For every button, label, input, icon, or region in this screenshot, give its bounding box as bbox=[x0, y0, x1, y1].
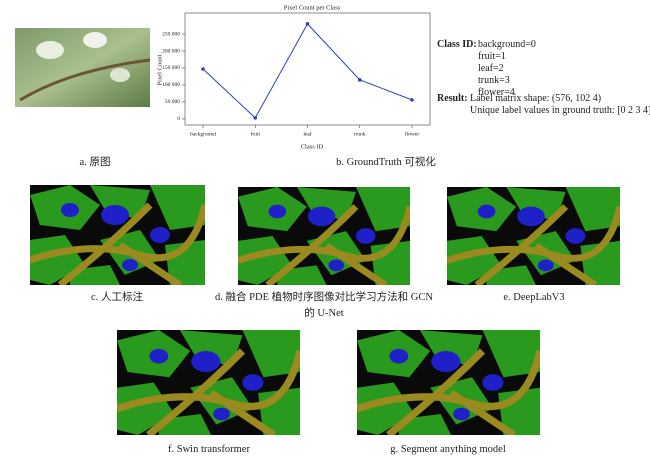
x-tick-label: leaf bbox=[303, 130, 311, 137]
data-point bbox=[305, 22, 310, 26]
data-point bbox=[410, 98, 414, 102]
seg-unet bbox=[238, 187, 410, 285]
caption: b. GroundTruth 可视化 bbox=[336, 157, 436, 168]
caption: e. DeepLabV3 bbox=[503, 292, 565, 303]
data-point bbox=[357, 78, 362, 82]
original-photo bbox=[15, 28, 151, 107]
seg-sam bbox=[357, 330, 540, 435]
class-1: fruit=1 bbox=[478, 51, 506, 62]
class-2: leaf=2 bbox=[478, 63, 504, 74]
result-shape: Label matrix shape: (576, 102 4) bbox=[470, 93, 602, 104]
caption: c. 人工标注 bbox=[91, 292, 143, 303]
x-tick-label: fruit bbox=[251, 130, 261, 137]
caption: g. Segment anything model bbox=[390, 444, 506, 455]
y-tick-label: 0 bbox=[177, 116, 180, 122]
y-tick-label: 250 000 bbox=[162, 31, 180, 37]
y-tick-label: 200 000 bbox=[162, 48, 180, 54]
caption: a. 原图 bbox=[79, 157, 111, 168]
data-line bbox=[202, 23, 413, 119]
seg-manual bbox=[30, 185, 205, 285]
data-point bbox=[253, 116, 258, 120]
x-tick-label: trunk bbox=[354, 131, 366, 137]
y-tick-label: 50 000 bbox=[165, 99, 180, 105]
seg-deeplab bbox=[447, 187, 620, 285]
chart-title: Pixel Count per Class bbox=[284, 4, 341, 11]
x-tick-label: flower bbox=[405, 130, 420, 137]
data-point bbox=[201, 67, 205, 71]
x-tick-label: background bbox=[190, 131, 216, 137]
class-3: trunk=3 bbox=[478, 75, 510, 86]
caption: d. 融合 PDE 植物时序图像对比学习方法和 GCN 的 U-Net bbox=[215, 292, 433, 319]
line-chart: Pixel Count per Class Class ID Pixel Cou… bbox=[156, 4, 431, 150]
result-unique: Unique label values in ground truth: [0 … bbox=[470, 105, 650, 116]
y-axis-label: Pixel Count bbox=[156, 54, 163, 85]
class-0: background=0 bbox=[478, 39, 536, 50]
y-tick-label: 150 000 bbox=[162, 65, 180, 71]
x-axis-label: Class ID bbox=[301, 143, 324, 150]
plot-frame bbox=[184, 12, 431, 126]
y-tick-label: 100 000 bbox=[162, 82, 180, 88]
result-label: Result: bbox=[437, 93, 468, 104]
caption: f. Swin transformer bbox=[168, 444, 250, 455]
class-4: flower=4 bbox=[478, 87, 515, 98]
seg-swin bbox=[117, 330, 300, 435]
class-id-label: Class ID: bbox=[437, 39, 477, 50]
